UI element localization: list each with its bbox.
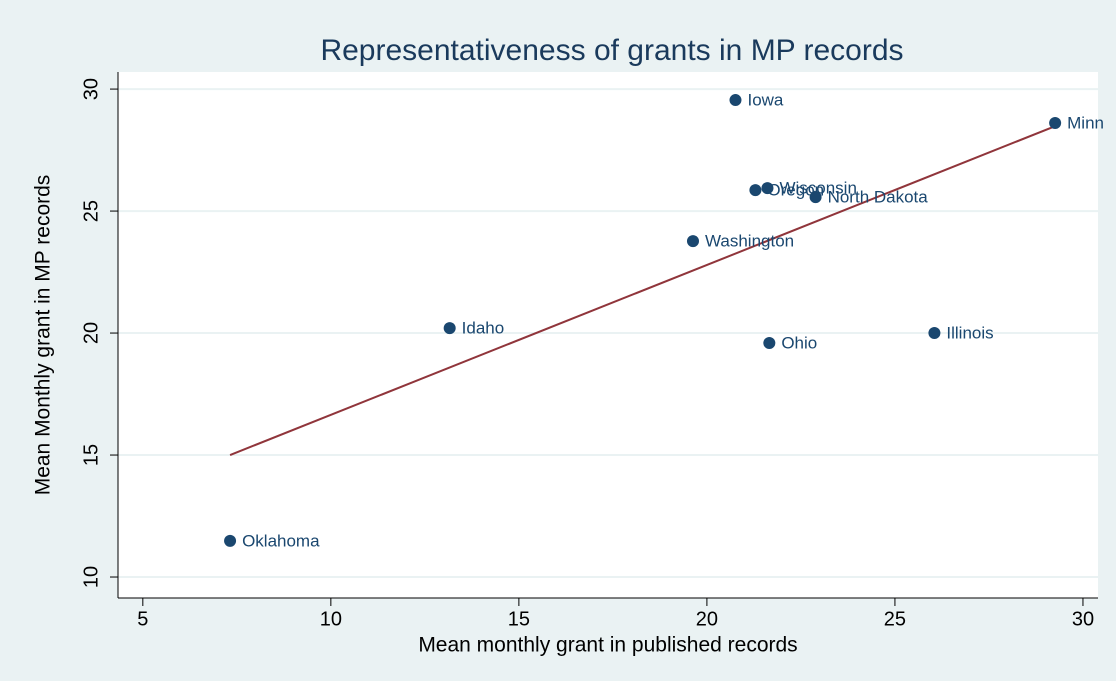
point [749, 184, 762, 197]
point [729, 94, 742, 107]
point [809, 191, 822, 204]
chart-title: Representativeness of grants in MP recor… [320, 34, 903, 67]
point [928, 327, 941, 340]
point-label: Iowa [747, 91, 783, 110]
x-tick-label: 10 [320, 608, 342, 630]
point-label: Idaho [462, 319, 505, 338]
y-tick-label: 15 [80, 444, 102, 466]
point [686, 235, 699, 248]
y-tick-label: 20 [80, 322, 102, 344]
x-tick-label: 5 [137, 608, 148, 630]
point-label: Oklahoma [242, 531, 320, 550]
point [224, 534, 237, 547]
y-tick-label: 25 [80, 200, 102, 222]
x-tick-label: 20 [696, 608, 718, 630]
x-tick-label: 25 [884, 608, 906, 630]
x-tick-label: 30 [1072, 608, 1094, 630]
point [443, 322, 456, 335]
y-axis-label: Mean Monthly grant in MP records [32, 175, 55, 496]
point-label: Wisconsin [779, 179, 856, 198]
x-tick-label: 15 [508, 608, 530, 630]
point [761, 182, 774, 195]
fit-line [229, 125, 1056, 456]
y-tick-label: 10 [80, 566, 102, 588]
point-label: Oregon [767, 181, 824, 200]
point-label: Illinois [946, 324, 993, 343]
point-label: Washington [705, 232, 794, 251]
point-label: North Dakota [828, 188, 929, 207]
point-label: Minn [1067, 113, 1104, 132]
point [1049, 116, 1062, 129]
x-axis-label: Mean monthly grant in published records [418, 634, 797, 657]
point [763, 337, 776, 350]
point-label: Ohio [781, 334, 817, 353]
y-tick-label: 30 [80, 78, 102, 100]
